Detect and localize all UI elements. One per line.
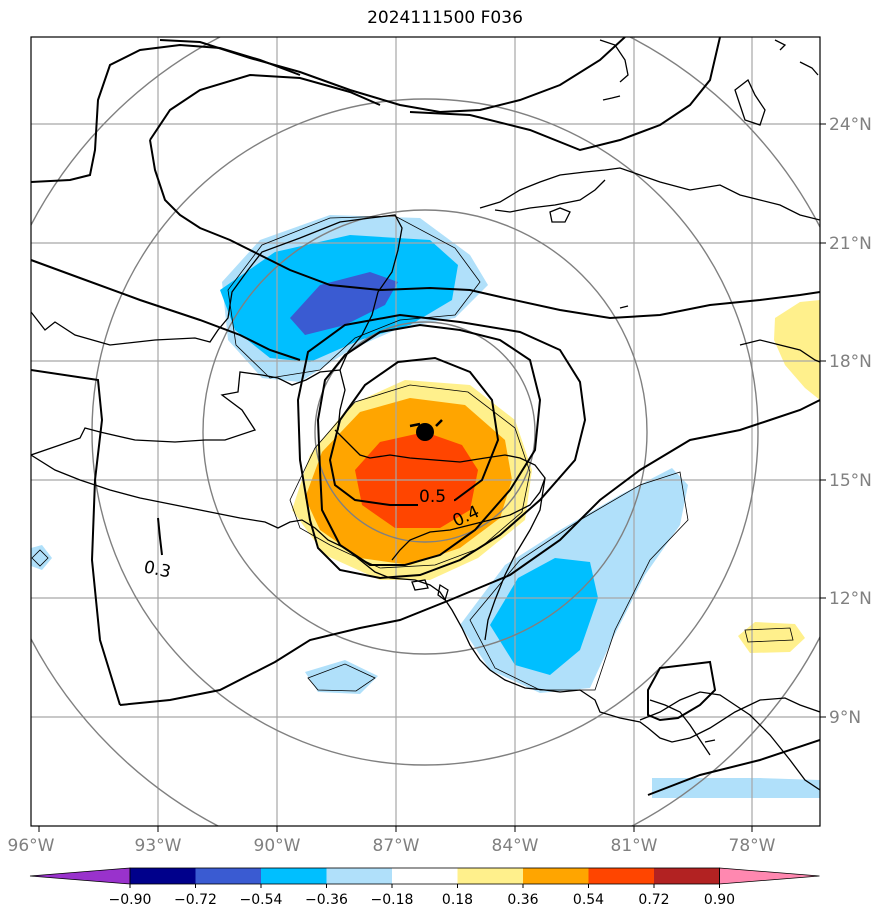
colorbar-segment	[195, 868, 262, 884]
negative-anomaly-small-1	[305, 660, 378, 694]
colorbar-tick-label: 0.54	[573, 892, 604, 908]
colorbar-segment	[588, 868, 655, 884]
colorbar-frame	[129, 867, 720, 885]
lon-label: 78°W	[729, 836, 776, 856]
lon-label: 84°W	[492, 836, 539, 856]
lon-label: 87°W	[373, 836, 420, 856]
colorbar-segment	[654, 868, 720, 884]
coastlines	[31, 39, 820, 791]
colorbar-tick-label: −0.72	[174, 892, 217, 908]
negative-anomaly-se-medium	[490, 558, 598, 675]
colorbar-tick-label: −0.18	[371, 892, 414, 908]
lat-label: 24°N	[829, 115, 872, 135]
axis-ticks	[38, 123, 826, 832]
longitude-labels: 96°W 93°W 90°W 87°W 84°W 81°W 78°W	[8, 836, 776, 856]
thick-contours	[31, 37, 820, 796]
colorbar-tick-label: −0.90	[109, 892, 152, 908]
colorbar-tick-label: −0.36	[305, 892, 348, 908]
colorbar-tick-label: 0.18	[442, 892, 473, 908]
colorbar-extend-high	[719, 867, 820, 885]
storm-center-tick	[409, 419, 443, 428]
colorbar-extend-low	[29, 867, 131, 885]
colorbar-tick-label: 0.90	[704, 892, 735, 908]
range-rings	[31, 37, 820, 826]
lon-label: 96°W	[8, 836, 55, 856]
colorbar-segment	[392, 868, 458, 884]
colorbar-segment	[326, 868, 393, 884]
negative-anomaly-strong	[290, 272, 398, 335]
lat-label: 12°N	[829, 589, 872, 609]
lon-label: 90°W	[254, 836, 301, 856]
colorbar-segment	[130, 868, 196, 884]
colorbar-tick-label: 0.36	[507, 892, 538, 908]
storm-center-marker	[416, 423, 434, 441]
lat-label: 9°N	[829, 708, 861, 728]
lat-label: 15°N	[829, 471, 872, 491]
lat-label: 18°N	[829, 352, 872, 372]
map-title: 2024111500 F036	[367, 8, 523, 28]
contour-label-03: 0.3	[142, 557, 173, 582]
contour-label-05: 0.5	[419, 487, 446, 507]
thin-contours	[31, 215, 794, 692]
colorbar-segment	[457, 868, 524, 884]
lon-label: 93°W	[135, 836, 182, 856]
graticule	[31, 37, 820, 826]
negative-anomaly-bottom	[652, 778, 820, 798]
latitude-labels: 24°N 21°N 18°N 15°N 12°N 9°N	[829, 115, 872, 728]
colorbar-segment	[261, 868, 327, 884]
positive-anomaly-small	[738, 622, 805, 653]
colorbar: −0.90 −0.72 −0.54 −0.36 −0.18 0.18 0.36 0.54 0.7…	[29, 867, 820, 908]
positive-anomaly-east	[774, 300, 820, 400]
lat-label: 21°N	[829, 234, 872, 254]
negative-anomaly-small-2	[31, 545, 52, 570]
map-frame	[30, 36, 821, 827]
colorbar-tick-label: −0.54	[240, 892, 283, 908]
colorbar-tick-label: 0.72	[638, 892, 669, 908]
lon-label: 81°W	[611, 836, 658, 856]
colorbar-segment	[523, 868, 589, 884]
